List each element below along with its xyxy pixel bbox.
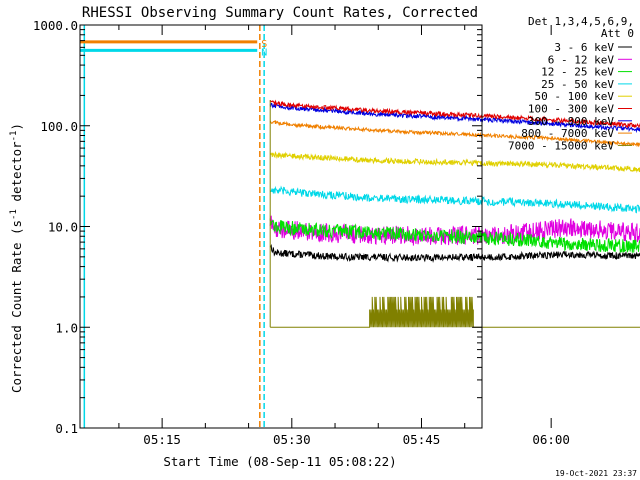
series-7	[269, 120, 640, 148]
chart-title: RHESSI Observing Summary Count Rates, Co…	[82, 5, 478, 21]
y-tick-label-4: 1000.0	[33, 18, 78, 33]
y-axis: 0.1 1.0 10.0 100.0 1000.0	[33, 18, 482, 436]
x-tick-label-0: 05:15	[143, 432, 181, 447]
y-axis-label-exp1: -1	[9, 209, 19, 220]
legend-label-7: 800 - 7000 keV	[521, 127, 614, 140]
series-line-0	[269, 243, 640, 264]
series-line-4	[269, 150, 640, 174]
legend-label-2: 12 - 25 keV	[541, 66, 614, 79]
y-axis-label-exp2: -1	[9, 131, 19, 142]
y-tick-label-1: 1.0	[55, 320, 78, 335]
series-line-8	[270, 296, 640, 328]
series-0	[269, 243, 640, 264]
legend-label-0: 3 - 6 keV	[554, 41, 614, 54]
footer-date: 19-Oct-2021 23:37	[555, 469, 637, 478]
series-line-7	[269, 120, 640, 148]
series-line-5	[269, 99, 640, 129]
series-4	[269, 150, 640, 174]
y-axis-label: Corrected Count Rate (s-1 detector-1)	[9, 123, 24, 393]
legend-label-1: 6 - 12 keV	[548, 53, 615, 66]
x-axis-label: Start Time (08-Sep-11 05:08:22)	[163, 454, 396, 469]
y-axis-label-end: )	[9, 123, 24, 131]
legend-label-6: 300 - 800 keV	[528, 115, 614, 128]
state-label-N: N	[261, 47, 267, 58]
x-tick-label-1: 05:30	[273, 432, 311, 447]
x-tick-label-3: 06:00	[532, 432, 570, 447]
legend-header-1: Att 0	[601, 27, 634, 40]
y-axis-label-mid: detector	[9, 141, 24, 209]
legend-label-3: 25 - 50 keV	[541, 78, 614, 91]
x-tick-label-2: 05:45	[403, 432, 441, 447]
series-8	[270, 296, 640, 328]
y-tick-label-0: 0.1	[55, 421, 78, 436]
series-line-2	[269, 218, 640, 254]
series-line-1	[269, 215, 640, 246]
state-label-S: S	[261, 39, 267, 50]
y-tick-label-2: 10.0	[48, 220, 78, 235]
series-2	[269, 218, 640, 254]
series-5	[269, 99, 640, 129]
series-line-3	[269, 185, 640, 214]
series-1	[269, 215, 640, 246]
legend-header-0: Det 1,3,4,5,6,9,	[528, 15, 634, 28]
y-axis-label-main: Corrected Count Rate (s	[9, 220, 24, 393]
legend-label-5: 100 - 300 keV	[528, 103, 614, 116]
series-3	[269, 185, 640, 214]
y-tick-label-3: 100.0	[40, 119, 78, 134]
legend-label-8: 7000 - 15000 keV	[508, 139, 614, 152]
svg-text:Corrected Count Rate (s-1 dete: Corrected Count Rate (s-1 detector-1)	[9, 123, 24, 393]
legend-label-4: 50 - 100 keV	[535, 90, 615, 103]
